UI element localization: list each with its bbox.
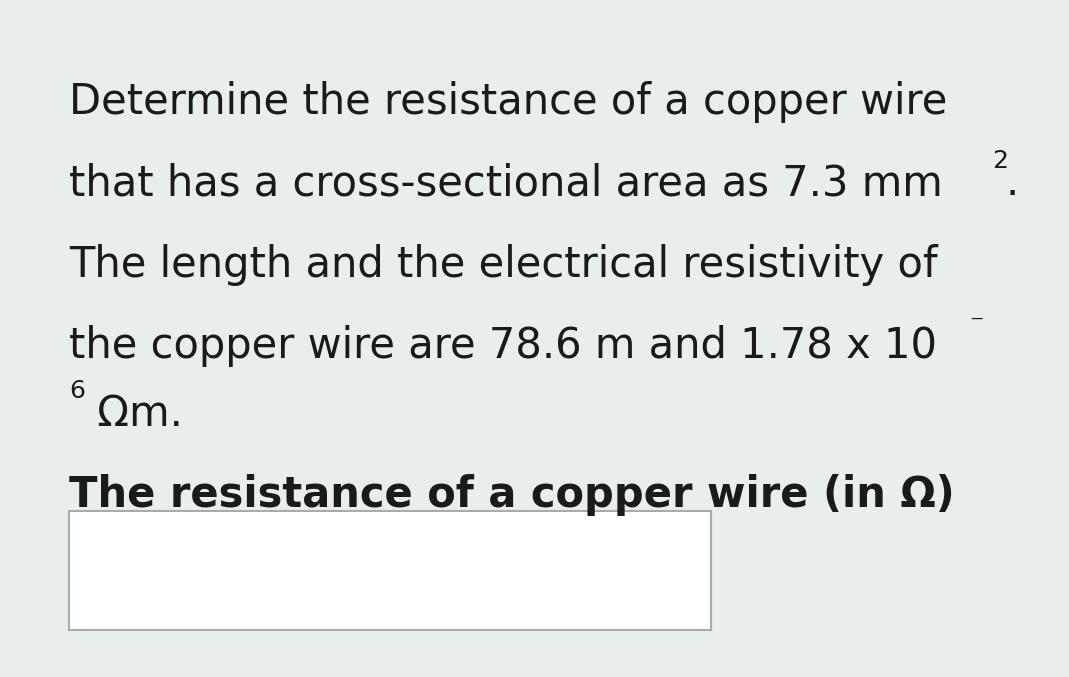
FancyBboxPatch shape [69, 511, 711, 630]
Text: The length and the electrical resistivity of: The length and the electrical resistivit… [69, 244, 939, 286]
Text: .: . [1006, 162, 1019, 204]
Text: ⁻: ⁻ [970, 311, 985, 339]
Text: 2: 2 [992, 148, 1008, 173]
Text: Determine the resistance of a copper wire: Determine the resistance of a copper wir… [69, 81, 948, 123]
Text: Ωm.: Ωm. [84, 393, 184, 435]
Text: that has a cross-sectional area as 7.3 mm: that has a cross-sectional area as 7.3 m… [69, 162, 943, 204]
Text: The resistance of a copper wire (in Ω): The resistance of a copper wire (in Ω) [69, 474, 956, 516]
Text: 6: 6 [69, 378, 86, 403]
Text: the copper wire are 78.6 m and 1.78 x 10: the copper wire are 78.6 m and 1.78 x 10 [69, 325, 938, 367]
